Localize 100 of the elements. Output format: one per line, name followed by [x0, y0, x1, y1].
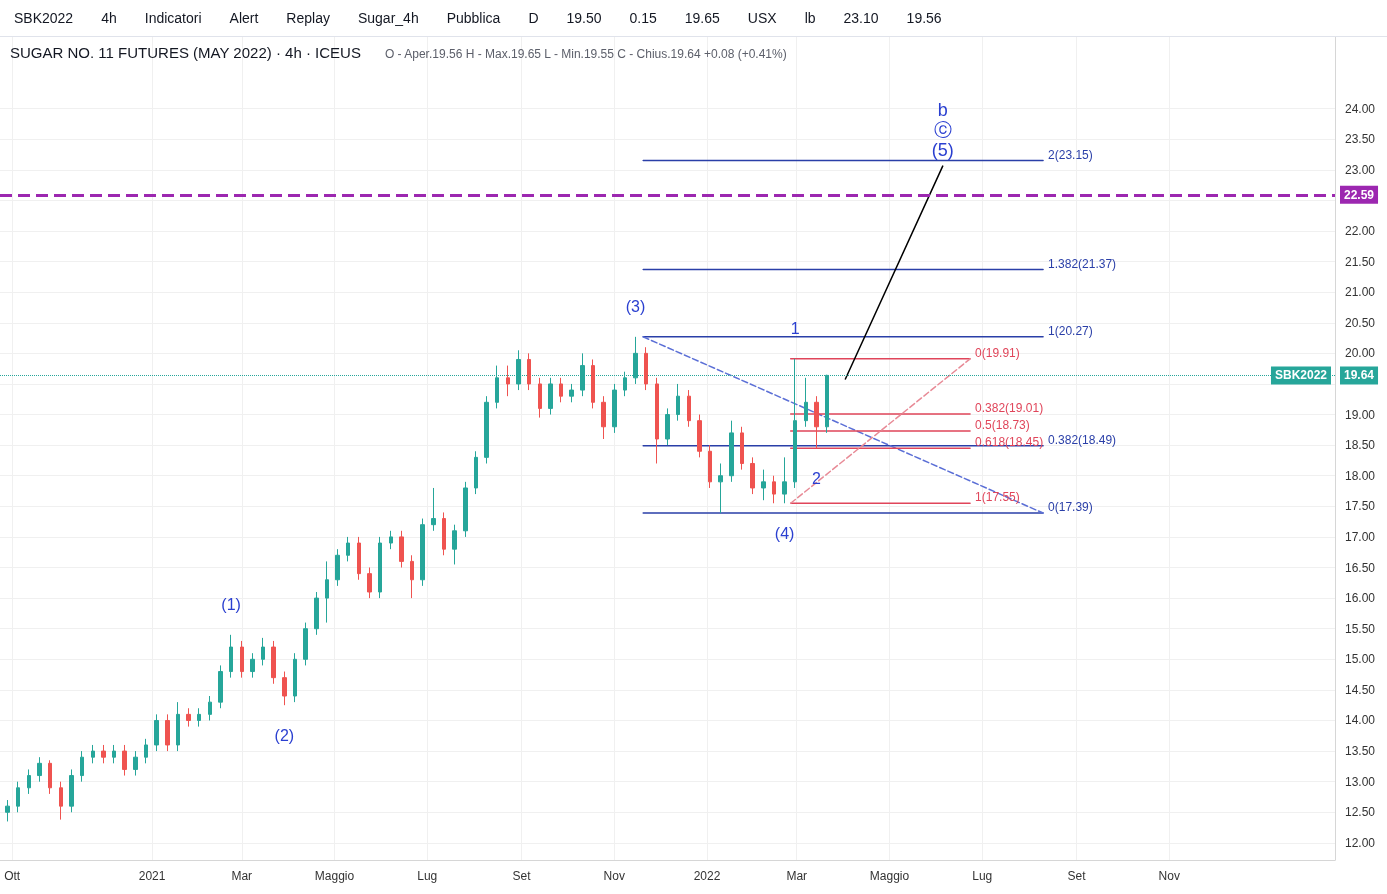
x-tick-label: Set [1067, 869, 1087, 883]
candlestick [655, 377, 659, 464]
candlestick [122, 744, 127, 777]
candlestick [750, 456, 755, 495]
y-tick-label: 13.00 [1345, 774, 1376, 789]
annotation: (3) [625, 298, 646, 316]
annotation: 1 [790, 320, 800, 338]
y-tick-label: 14.00 [1345, 713, 1376, 728]
candlestick [80, 750, 84, 783]
candlestick [484, 395, 489, 464]
candlestick [378, 536, 382, 599]
text: SBK2022 [14, 10, 74, 26]
annotation: (1) [221, 596, 241, 614]
text: Replay [286, 10, 330, 26]
candlestick [314, 591, 319, 636]
text: SUGAR NO. 11 FUTURES (MAY 2022) · 4h · ICEUS [10, 44, 361, 61]
candlestick [431, 487, 436, 532]
annotation: 1.382(21.37) [1048, 256, 1117, 271]
annotation: (2) [274, 726, 295, 744]
y-tick-label: 17.00 [1345, 529, 1376, 544]
candlestick [229, 634, 233, 679]
candlestick [463, 481, 468, 538]
annotation: 1(20.27) [1048, 323, 1093, 338]
candlestick [729, 420, 734, 483]
candlestick [676, 383, 680, 422]
candlestick [293, 652, 297, 703]
candlestick [506, 365, 510, 397]
annotation: b [937, 100, 948, 121]
x-tick-label: Set [512, 869, 532, 883]
y-tick-label: 15.00 [1345, 652, 1376, 667]
y-tick-label: 18.00 [1345, 468, 1376, 483]
candlestick [538, 377, 542, 419]
y-tick-label: 16.50 [1345, 560, 1376, 575]
text: Alert [229, 10, 259, 26]
candlestick [569, 383, 574, 403]
x-tick-label: 2022 [693, 869, 721, 883]
candlestick [250, 652, 255, 679]
text: 19.65 [684, 10, 720, 26]
candlestick [665, 407, 670, 446]
candlestick [474, 450, 478, 495]
y-tick-label: 16.00 [1345, 591, 1376, 606]
y-tick-label: 18.50 [1345, 438, 1376, 453]
x-tick-label: Lug [972, 869, 993, 883]
candlestick [240, 640, 244, 679]
candlestick [208, 695, 212, 721]
candlestick [772, 475, 776, 504]
y-tick-label: 20.50 [1345, 315, 1376, 330]
y-tick-label: 14.50 [1345, 682, 1376, 697]
candlestick [112, 744, 116, 764]
candlestick [282, 671, 287, 706]
candlestick [601, 395, 606, 440]
candlestick [548, 377, 553, 416]
x-tick-label: Mar [786, 869, 808, 883]
text: D [528, 10, 539, 26]
y-tick-label: 21.50 [1345, 254, 1376, 269]
x-tick-label: Mar [231, 869, 253, 883]
candlestick [782, 456, 787, 504]
x-tick-label: Ott [4, 869, 21, 883]
y-tick-label: 12.00 [1345, 835, 1376, 850]
text: lb [804, 10, 816, 26]
annotation: 0(19.91) [975, 345, 1020, 360]
text: 0.15 [629, 10, 657, 26]
x-tick-label: Maggio [869, 869, 910, 883]
candlestick [559, 377, 563, 403]
candlestick [591, 358, 595, 409]
candlestick [804, 377, 808, 428]
annotation: 0.382(19.01) [975, 400, 1044, 415]
annotation: (4) [774, 524, 795, 542]
candlestick [59, 781, 63, 821]
candlestick [367, 567, 372, 599]
candlestick [687, 389, 691, 428]
candlestick [346, 536, 350, 562]
candlestick [48, 759, 52, 795]
candlestick [165, 713, 170, 752]
text: 19.56 [906, 10, 942, 26]
candlestick [357, 536, 361, 581]
y-tick-label: 15.50 [1345, 621, 1376, 636]
annotation: SBK2022 [1274, 368, 1328, 383]
annotation: 0(17.39) [1048, 500, 1093, 515]
annotation: 2(23.15) [1048, 147, 1093, 162]
annotation: 2 [812, 469, 822, 487]
candlestick [420, 518, 425, 587]
candlestick [101, 744, 106, 764]
candlestick [761, 469, 766, 501]
x-tick-label: 2021 [138, 869, 166, 883]
annotation: (5) [931, 140, 954, 161]
annotation: 0.382(18.49) [1048, 432, 1117, 447]
text: Indicatori [144, 10, 202, 26]
y-tick-label: 12.50 [1345, 805, 1376, 820]
text: O - Aper.19.56 H - Max.19.65 L - Min.19.55 C - Chius.19.64 +0.08 (+0.41%) [384, 47, 787, 61]
candlestick [69, 768, 74, 813]
candlestick [644, 346, 648, 391]
candlestick [5, 799, 10, 822]
y-tick-label: 20.00 [1345, 346, 1376, 361]
candlestick [399, 530, 404, 569]
candlestick [442, 511, 446, 556]
candlestick [325, 560, 329, 624]
text: 23.10 [843, 10, 879, 26]
candlestick [218, 664, 223, 709]
text: 4h [101, 10, 117, 26]
